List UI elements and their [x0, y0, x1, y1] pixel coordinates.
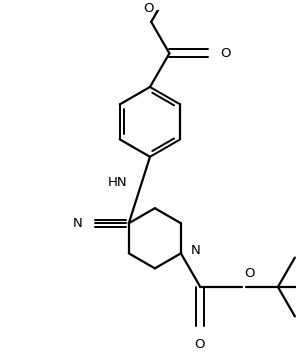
Text: N: N [190, 244, 200, 257]
Text: O: O [244, 267, 254, 280]
Text: N: N [73, 217, 83, 230]
Text: O: O [143, 1, 154, 15]
Text: O: O [194, 338, 205, 351]
Text: HN: HN [108, 176, 127, 189]
Text: O: O [220, 47, 231, 60]
